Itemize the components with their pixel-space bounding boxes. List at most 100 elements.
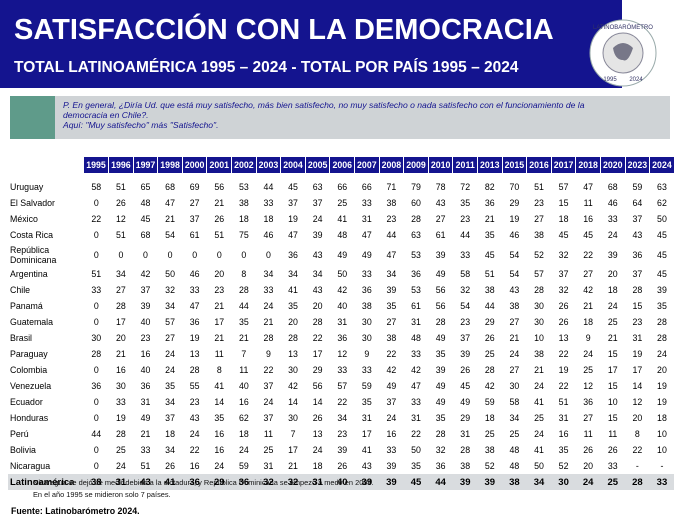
cell-value: 30 xyxy=(551,474,576,490)
cell-value: 48 xyxy=(509,445,520,455)
table-row: Panamá 0 28 39 34 47 21 44 24 35 20 40 38 35 61 56 54 44 3… xyxy=(8,298,674,314)
cell-value: 54 xyxy=(509,269,520,279)
cell-value: 29 xyxy=(460,413,471,423)
cell-value: 35 xyxy=(558,445,569,455)
cell-value: 45 xyxy=(657,230,667,240)
cell-value: 35 xyxy=(657,301,667,311)
cell-value: 49 xyxy=(435,333,446,343)
cell-value: 22 xyxy=(386,349,397,359)
cell-value: 54 xyxy=(509,249,520,260)
cell-value: 29 xyxy=(509,198,520,208)
cell-value: 0 xyxy=(93,301,99,311)
cell-value: 38 xyxy=(386,333,397,343)
cell-value: 16 xyxy=(189,461,200,471)
cell-value: 10 xyxy=(657,429,667,439)
cell-value: 0 xyxy=(93,461,99,471)
cell-value: 43 xyxy=(361,461,372,471)
cell-value: 36 xyxy=(632,249,643,260)
cell-value: 37 xyxy=(165,413,175,423)
cell-value: 38 xyxy=(484,445,495,455)
cell-value: 37 xyxy=(632,214,643,224)
cell-value: 78 xyxy=(435,182,446,192)
cell-value: 24 xyxy=(534,429,544,439)
cell-value: 68 xyxy=(607,182,618,192)
cell-value: 14 xyxy=(214,397,225,407)
year-header: 2011 xyxy=(452,157,478,173)
cell-value: 41 xyxy=(288,285,298,295)
logo: LATINOBARÓMETRO 1995 2024 xyxy=(589,19,657,87)
cell-value: 62 xyxy=(238,413,249,423)
cell-value: 38 xyxy=(534,230,544,240)
cell-value: 21 xyxy=(263,317,274,327)
cell-value: 17 xyxy=(632,365,643,375)
cell-value: 19 xyxy=(657,397,667,407)
cell-value: 33 xyxy=(607,461,618,471)
country: Chile xyxy=(10,285,31,295)
cell-value: 17 xyxy=(115,317,126,327)
cell-value: 24 xyxy=(607,230,618,240)
cell-value: 53 xyxy=(411,285,421,295)
cell-value: 31 xyxy=(558,413,569,423)
cell-value: 13 xyxy=(189,349,200,359)
cell-value: 34 xyxy=(115,269,126,279)
cell-value: 27 xyxy=(509,365,520,375)
cell-value: 34 xyxy=(337,413,348,423)
cell-value: 8 xyxy=(241,269,247,279)
cell-value: 21 xyxy=(583,301,594,311)
cell-value: 50 xyxy=(411,445,421,455)
cell-value: 34 xyxy=(526,474,552,490)
cell-value: 58 xyxy=(509,397,520,407)
cell-value: 51 xyxy=(91,269,102,279)
cell-value: 41 xyxy=(361,445,372,455)
cell-value: 40 xyxy=(238,381,249,391)
cell-value: 32 xyxy=(558,249,569,260)
cell-value: 19 xyxy=(288,214,298,224)
cell-value: 31 xyxy=(305,474,330,490)
cell-value: 0 xyxy=(93,198,99,208)
cell-value: 24 xyxy=(165,349,175,359)
table-row: Guatemala 0 17 40 57 36 17 35 21 20 28 31 30 27 31 28 23… xyxy=(8,314,674,330)
cell-value: 13 xyxy=(312,429,323,439)
cell-value: 0 xyxy=(192,249,198,260)
cell-value: 18 xyxy=(484,413,495,423)
year-header: 2008 xyxy=(379,157,405,173)
cell-value: 57 xyxy=(337,381,348,391)
cell-value: 61 xyxy=(411,301,421,311)
cell-value: 24 xyxy=(189,429,200,439)
cell-value: 56 xyxy=(312,381,323,391)
cell-value: 20 xyxy=(214,269,225,279)
cell-value: 0 xyxy=(143,249,148,260)
cell-value: 39 xyxy=(435,365,446,375)
cell-value: 38 xyxy=(84,474,109,490)
cell-value: 11 xyxy=(583,429,593,439)
cell-value: 24 xyxy=(263,301,274,311)
cell-value: 27 xyxy=(435,214,446,224)
year-header: 2013 xyxy=(477,157,503,173)
cell-value: 39 xyxy=(435,249,446,260)
cell-value: 0 xyxy=(93,317,99,327)
cell-value: 24 xyxy=(509,349,520,359)
subtitle: TOTAL LATINOAMÉRICA 1995 – 2024 - TOTAL … xyxy=(14,59,519,76)
cell-value: 48 xyxy=(337,230,348,240)
cell-value: 44 xyxy=(263,182,274,192)
cell-value: 19 xyxy=(115,413,126,423)
cell-value: 22 xyxy=(632,445,643,455)
cell-value: 27 xyxy=(583,413,594,423)
cell-value: 33 xyxy=(337,365,348,375)
country: Venezuela xyxy=(10,381,52,391)
cell-value: 46 xyxy=(607,198,618,208)
year-header: 2015 xyxy=(502,157,528,173)
cell-value: 27 xyxy=(386,317,397,327)
cell-value: 38 xyxy=(509,301,520,311)
cell-value: 31 xyxy=(411,413,421,423)
cell-value: 37 xyxy=(189,214,200,224)
cell-value: 49 xyxy=(435,381,446,391)
cell-value: 26 xyxy=(337,461,348,471)
cell-value: 22 xyxy=(91,214,102,224)
cell-value: 38 xyxy=(534,349,544,359)
cell-value: 59 xyxy=(484,397,495,407)
cell-value: 62 xyxy=(657,198,667,208)
year-header: 2005 xyxy=(305,157,331,173)
cell-value: 31 xyxy=(361,214,372,224)
cell-value: 16 xyxy=(140,349,151,359)
